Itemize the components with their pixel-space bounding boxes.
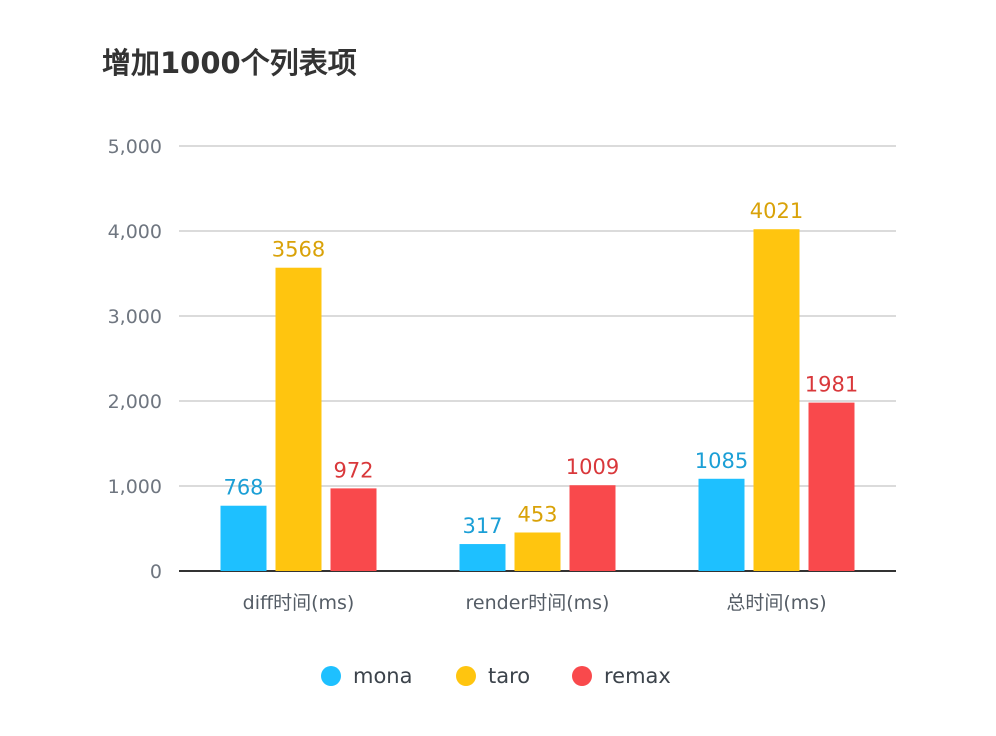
legend-swatch — [321, 666, 341, 686]
y-tick-label: 4,000 — [108, 221, 162, 243]
x-category-label: render时间(ms) — [466, 592, 610, 614]
legend-label: remax — [604, 664, 671, 688]
data-label-taro: 453 — [517, 502, 557, 526]
x-category-label: 总时间(ms) — [726, 592, 826, 614]
data-labels: 768 3568 972 317 453 1009 1085 4021 1981 — [223, 199, 858, 538]
data-label-mona: 317 — [462, 514, 502, 538]
y-tick-label: 2,000 — [108, 391, 162, 413]
y-axis-tick-labels: 0 1,000 2,000 3,000 4,000 5,000 — [108, 136, 162, 583]
x-axis-category-labels: diff时间(ms) render时间(ms) 总时间(ms) — [243, 592, 827, 614]
legend-label: taro — [488, 664, 530, 688]
chart-title: 增加1000个列表项 — [102, 46, 357, 80]
bar-taro — [275, 267, 322, 571]
bar-remax — [330, 488, 377, 571]
data-label-remax: 1009 — [566, 455, 619, 479]
data-label-taro: 4021 — [750, 199, 803, 223]
data-label-mona: 768 — [223, 476, 263, 500]
data-label-remax: 1981 — [805, 373, 858, 397]
bar-mona — [220, 505, 267, 571]
y-tick-label: 5,000 — [108, 136, 162, 158]
data-label-taro: 3568 — [272, 238, 325, 262]
bar-remax — [569, 485, 616, 571]
bar-taro — [753, 229, 800, 571]
y-tick-label: 3,000 — [108, 306, 162, 328]
bar-mona — [698, 478, 745, 571]
data-label-mona: 1085 — [695, 449, 748, 473]
data-label-remax: 972 — [333, 458, 373, 482]
legend-swatch — [456, 666, 476, 686]
legend-item-taro[interactable]: taro — [456, 664, 530, 688]
y-tick-label: 1,000 — [108, 476, 162, 498]
bar-mona — [459, 544, 506, 571]
bars — [220, 229, 855, 571]
bar-remax — [808, 402, 855, 571]
legend-item-remax[interactable]: remax — [572, 664, 671, 688]
bar-taro — [514, 532, 561, 571]
legend-item-mona[interactable]: mona — [321, 664, 412, 688]
legend-label: mona — [353, 664, 412, 688]
x-category-label: diff时间(ms) — [243, 592, 355, 614]
legend-swatch — [572, 666, 592, 686]
legend: mona taro remax — [321, 664, 671, 688]
y-tick-label: 0 — [150, 561, 162, 583]
